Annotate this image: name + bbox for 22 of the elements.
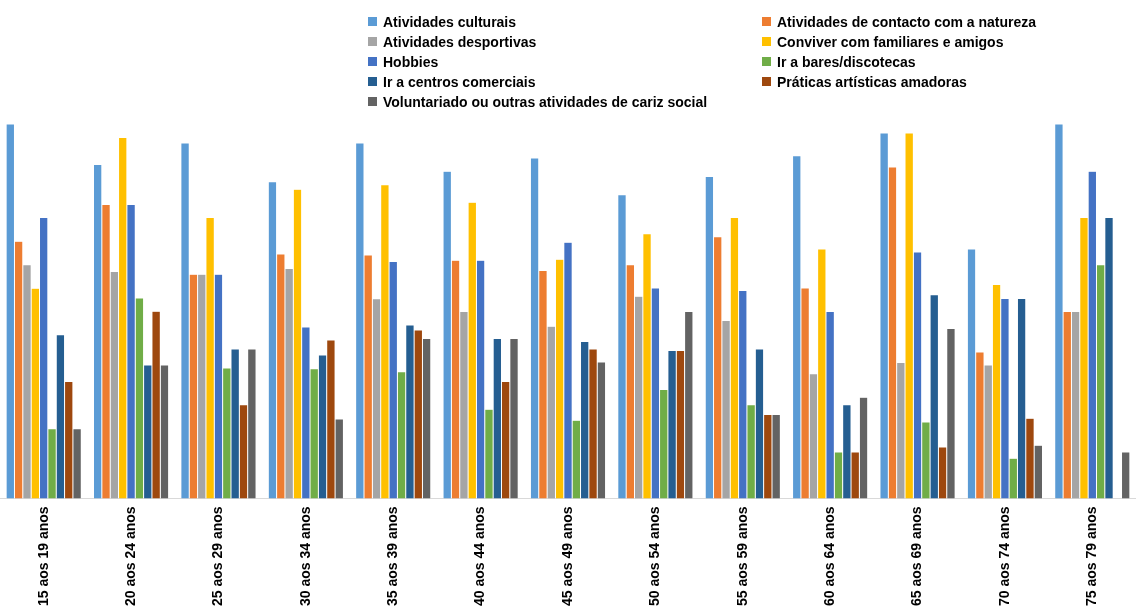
x-tick-label: 40 aos 44 anos (471, 506, 488, 607)
x-tick-label: 35 aos 39 anos (384, 506, 401, 607)
x-tick-label: 75 aos 79 anos (1083, 506, 1100, 607)
legend-label: Práticas artísticas amadoras (777, 73, 967, 90)
x-tick-label: 20 aos 24 anos (121, 506, 138, 607)
x-tick-label: 25 aos 29 anos (209, 506, 226, 607)
legend-label: Hobbies (383, 53, 439, 70)
legend-label: Atividades de contacto com a natureza (777, 13, 1037, 30)
x-tick-label: 50 aos 54 anos (646, 506, 663, 607)
x-tick-label: 30 aos 34 anos (296, 506, 313, 607)
legend-label: Ir a centros comerciais (383, 73, 536, 90)
x-tick-label: 70 aos 74 anos (995, 506, 1012, 607)
legend-label: Conviver com familiares e amigos (777, 33, 1004, 50)
legend-label: Atividades culturais (383, 13, 517, 30)
x-tick-label: 55 aos 59 anos (733, 506, 750, 607)
x-tick-label: 45 aos 49 anos (558, 506, 575, 607)
x-tick-label: 15 aos 19 anos (34, 506, 51, 607)
legend-label: Atividades desportivas (383, 33, 537, 50)
x-tick-label: 60 aos 64 anos (821, 506, 838, 607)
legend-label: Voluntariado ou outras atividades de cariz social (383, 93, 708, 110)
x-tick-label: 65 aos 69 anos (908, 506, 925, 607)
legend-label: Ir a bares/discotecas (777, 53, 916, 70)
